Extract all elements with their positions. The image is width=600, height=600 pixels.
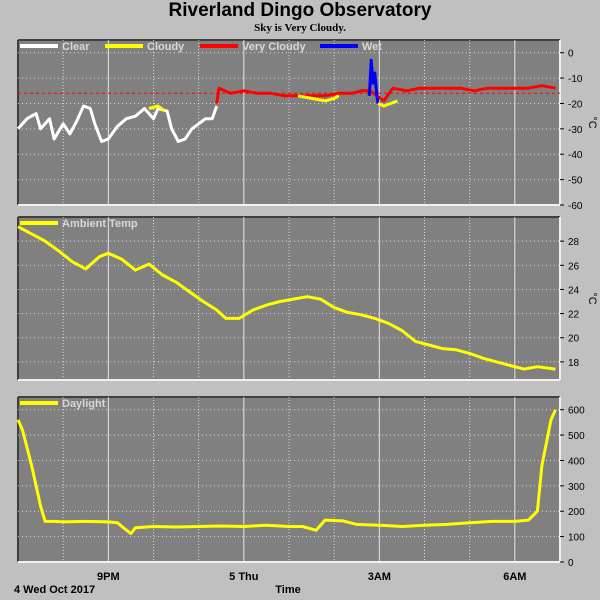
y-tick-label: 20 — [568, 334, 580, 345]
y-tick-label: -20 — [568, 99, 583, 110]
series-line-clear — [16, 104, 219, 143]
y-tick-label: 400 — [568, 456, 585, 467]
y-tick-label: -40 — [568, 150, 583, 161]
series-line-ambient-temp — [17, 225, 556, 371]
x-tick-label: 3AM — [368, 571, 391, 583]
y-tick-label: 200 — [568, 507, 585, 518]
legend-label: Clear — [62, 41, 90, 53]
series-line-cloudy — [377, 99, 398, 108]
x-tick-label: 9PM — [97, 571, 120, 583]
x-tick-label: 6AM — [503, 571, 526, 583]
chart-panel-2: 18 20 22 24 26 28 °C Ambient Temp — [17, 216, 598, 381]
y-tick-label: 100 — [568, 533, 585, 544]
y-tick-label: 600 — [568, 406, 585, 417]
y-tick-label: 500 — [568, 431, 585, 442]
legend-label: Daylight — [62, 398, 106, 410]
y-tick-label: -30 — [568, 125, 583, 136]
chart-panel-1: 0 -10 -20 -30 -40 -50 -60 °C Clear Cloudy Very Clo… — [16, 39, 598, 212]
y-tick-label: -50 — [568, 176, 583, 187]
chart-panel-3: 0 100 200 300 400 500 600 Daylight — [16, 396, 585, 569]
series-line-daylight — [16, 409, 557, 536]
y-tick-label: 0 — [568, 49, 574, 60]
legend-label: Wet — [362, 41, 382, 53]
y-axis-unit: °C — [586, 292, 598, 304]
y-axis-unit: °C — [586, 116, 598, 128]
legend-label: Cloudy — [147, 41, 185, 53]
x-tick-label: 5 Thu — [229, 571, 258, 583]
y-tick-label: 28 — [568, 237, 580, 248]
legend-label: Very Cloudy — [242, 41, 306, 53]
y-tick-label: 0 — [568, 558, 574, 569]
y-tick-label: 24 — [568, 285, 580, 296]
y-tick-label: -10 — [568, 74, 583, 85]
sky-status-subtitle: Sky is Very Cloudy. — [254, 22, 346, 34]
y-tick-label: 26 — [568, 261, 580, 272]
series-line-cloudy — [148, 104, 166, 113]
y-tick-label: 300 — [568, 482, 585, 493]
series-line-wet — [367, 58, 380, 104]
series-line-cloudy — [297, 94, 340, 103]
y-tick-label: 22 — [568, 310, 580, 321]
y-tick-label: -60 — [568, 201, 583, 212]
page-title: Riverland Dingo Observatory — [168, 0, 432, 21]
legend-label: Ambient Temp — [62, 218, 138, 230]
x-axis-title: Time — [275, 584, 300, 596]
x-date-label: 4 Wed Oct 2017 — [14, 584, 95, 596]
y-tick-label: 18 — [568, 358, 580, 369]
